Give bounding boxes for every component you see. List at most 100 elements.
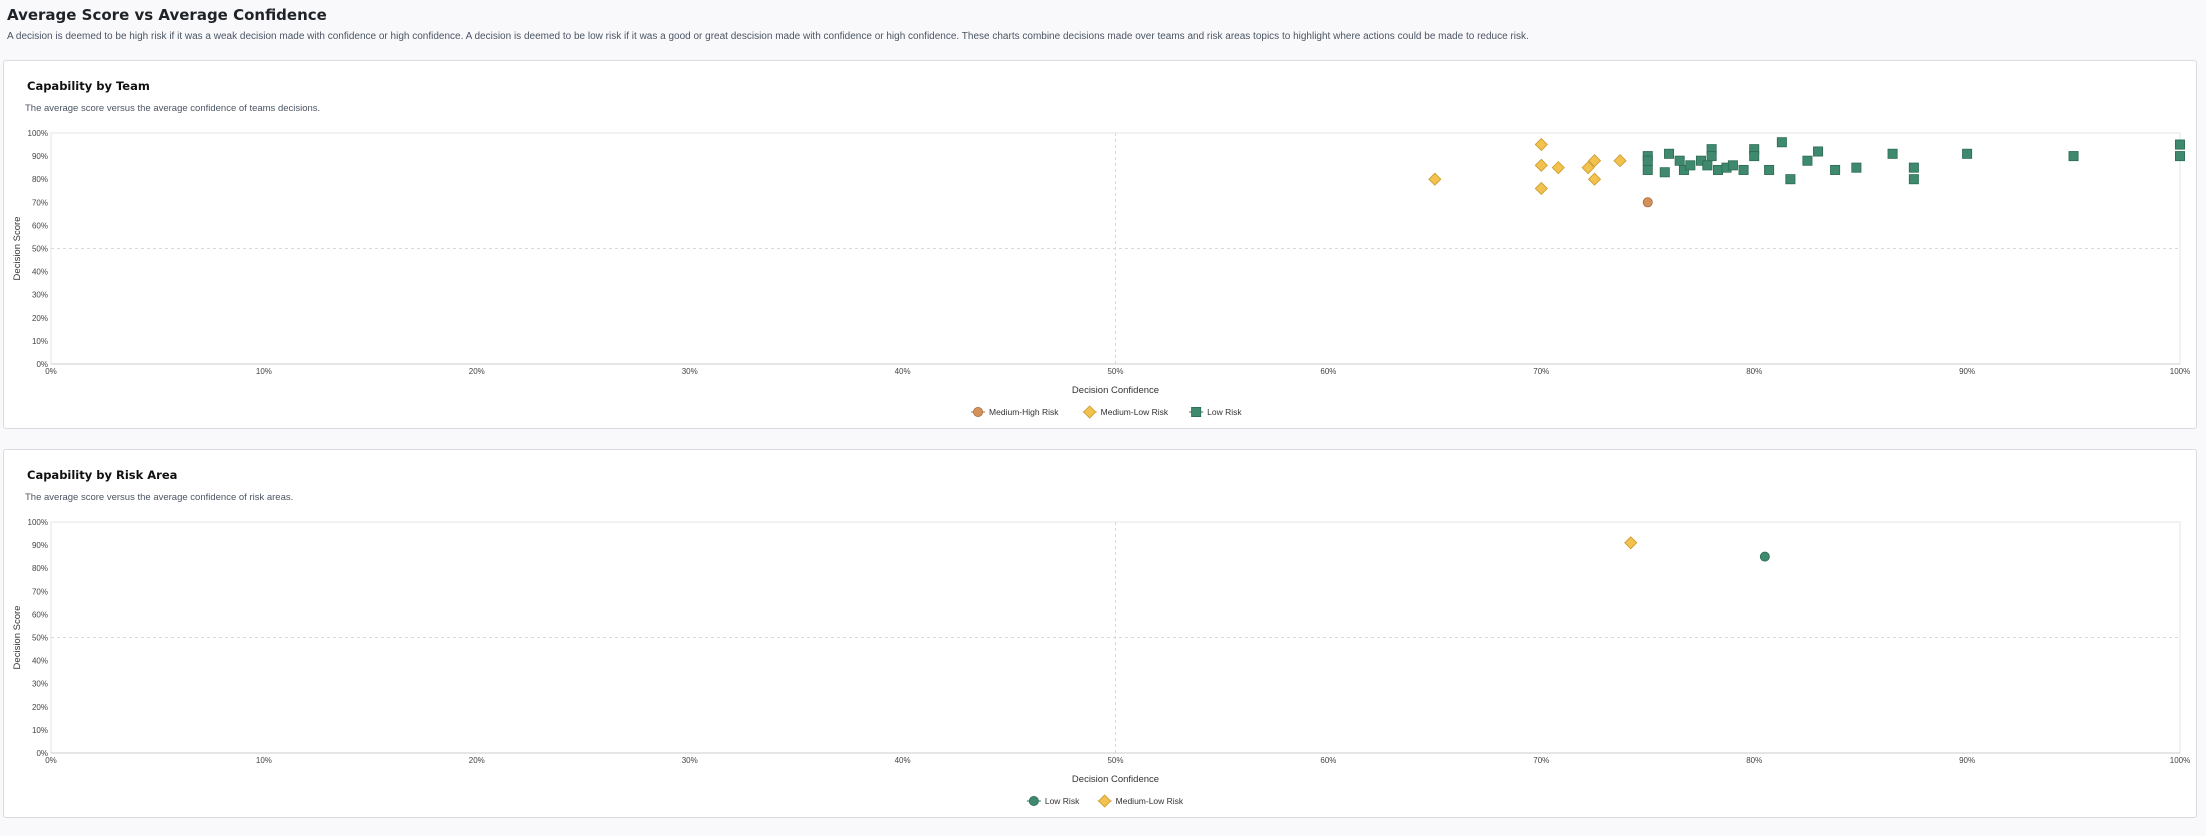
low-risk-point[interactable] — [1785, 174, 1796, 185]
y-tick-label: 100% — [28, 129, 48, 138]
low-risk-point[interactable] — [1962, 148, 1973, 159]
risk-area-capability-chart: 0% 10% 20% 30% 40% 50% 60% 70% 80% 90% 100% 0% 10% 20… — [12, 518, 2190, 808]
low-risk-point[interactable] — [1642, 155, 1653, 166]
low-risk-point[interactable] — [2068, 151, 2079, 162]
x-tick-label: 80% — [1746, 367, 1762, 376]
legend: Medium-High Risk Medium-Low Risk Low Risk — [971, 405, 1242, 419]
low-risk-point[interactable] — [2174, 151, 2185, 162]
y-tick-label: 80% — [32, 564, 48, 573]
x-tick-label: 0% — [45, 367, 57, 376]
legend-marker — [1191, 406, 1202, 417]
legend-label: Medium-Low Risk — [1101, 407, 1169, 417]
low-risk-point[interactable] — [1738, 164, 1749, 175]
legend-item-low-risk[interactable]: Low Risk — [1189, 406, 1242, 417]
page-title: Average Score vs Average Confidence — [7, 6, 327, 24]
y-tick-label: 70% — [32, 198, 48, 207]
card-title: Capability by Team — [27, 79, 150, 93]
y-tick-label: 0% — [36, 749, 48, 758]
low-risk-point[interactable] — [1764, 164, 1775, 175]
y-tick-label: 30% — [32, 680, 48, 689]
legend-item-low-risk[interactable]: Low Risk — [1026, 795, 1080, 806]
x-tick-label: 100% — [2170, 756, 2190, 765]
medium-low-risk-point[interactable] — [1581, 161, 1595, 175]
x-tick-label: 80% — [1746, 756, 1762, 765]
y-tick-label: 40% — [32, 268, 48, 277]
low-risk-point[interactable] — [1706, 151, 1717, 162]
page-description: A decision is deemed to be high risk if … — [7, 31, 1529, 42]
y-tick-label: 40% — [32, 657, 48, 666]
x-tick-label: 90% — [1959, 367, 1975, 376]
medium-low-risk-point[interactable] — [1428, 172, 1442, 186]
y-tick-label: 20% — [32, 703, 48, 712]
medium-high-risk-point[interactable] — [1642, 197, 1653, 208]
low-risk-point[interactable] — [1908, 174, 1919, 185]
card-title: Capability by Risk Area — [27, 468, 178, 482]
legend-marker — [1098, 794, 1112, 808]
legend-item-medium-low-risk[interactable]: Medium-Low Risk — [1097, 794, 1184, 808]
low-risk-point[interactable] — [1642, 164, 1653, 175]
risk-area-capability-card: Capability by Risk Area The average scor… — [3, 449, 2197, 818]
y-tick-label: 60% — [32, 221, 48, 230]
x-tick-label: 20% — [469, 367, 485, 376]
low-risk-point[interactable] — [1851, 162, 1862, 173]
x-tick-label: 10% — [256, 367, 272, 376]
low-risk-point[interactable] — [1659, 167, 1670, 178]
y-axis-label: Decision Score — [12, 217, 23, 281]
x-tick-label: 70% — [1533, 367, 1549, 376]
legend-marker — [1028, 795, 1039, 806]
x-tick-label: 50% — [1107, 756, 1123, 765]
low-risk-point[interactable] — [1713, 164, 1724, 175]
card-subtitle: The average score versus the average con… — [25, 103, 321, 114]
low-risk-point[interactable] — [1813, 146, 1824, 157]
low-risk-point[interactable] — [1702, 160, 1713, 171]
y-axis-label: Decision Score — [12, 606, 23, 670]
medium-low-risk-point[interactable] — [1534, 158, 1548, 172]
x-tick-label: 100% — [2170, 367, 2190, 376]
low-risk-point[interactable] — [1749, 151, 1760, 162]
x-tick-label: 30% — [682, 367, 698, 376]
y-tick-label: 50% — [32, 245, 48, 254]
medium-low-risk-point[interactable] — [1587, 172, 1602, 186]
x-tick-label: 60% — [1320, 367, 1336, 376]
x-tick-label: 50% — [1107, 367, 1123, 376]
low-risk-point[interactable] — [1830, 164, 1841, 175]
low-risk-point[interactable] — [1664, 148, 1675, 159]
medium-low-risk-point[interactable] — [1551, 161, 1565, 175]
low-risk-point[interactable] — [2174, 139, 2185, 150]
team-capability-chart: 0% 10% 20% 30% 40% 50% 60% 70% 80% 90% 100% 0% 10% 20… — [12, 129, 2190, 419]
medium-low-risk-point[interactable] — [1624, 536, 1638, 550]
medium-low-risk-point[interactable] — [1613, 154, 1627, 168]
y-tick-label: 90% — [32, 541, 48, 550]
low-risk-point[interactable] — [1727, 160, 1738, 171]
y-tick-label: 60% — [32, 610, 48, 619]
y-tick-label: 10% — [32, 726, 48, 735]
y-tick-label: 70% — [32, 587, 48, 596]
team-capability-card: Capability by Team The average score ver… — [3, 60, 2197, 429]
x-tick-label: 40% — [895, 756, 911, 765]
x-tick-label: 70% — [1533, 756, 1549, 765]
low-risk-point[interactable] — [1908, 162, 1919, 173]
x-tick-label: 40% — [895, 367, 911, 376]
x-tick-label: 30% — [682, 756, 698, 765]
low-risk-point[interactable] — [1887, 148, 1898, 159]
low-risk-point[interactable] — [1802, 155, 1813, 166]
x-tick-label: 20% — [469, 756, 485, 765]
medium-low-risk-point[interactable] — [1534, 181, 1548, 196]
legend-label: Medium-High Risk — [989, 407, 1059, 417]
legend-label: Low Risk — [1045, 796, 1080, 806]
y-tick-label: 0% — [36, 360, 48, 369]
legend-item-medium-low-risk[interactable]: Medium-Low Risk — [1082, 405, 1169, 419]
legend: Low Risk Medium-Low Risk — [1026, 794, 1184, 808]
medium-low-risk-point[interactable] — [1587, 154, 1602, 168]
low-risk-point[interactable] — [1776, 137, 1787, 148]
low-risk-point[interactable] — [1759, 551, 1770, 562]
low-risk-point[interactable] — [1674, 155, 1685, 166]
legend-item-medium-high-risk[interactable]: Medium-High Risk — [971, 406, 1059, 417]
x-tick-label: 10% — [256, 756, 272, 765]
data-points — [1624, 536, 1770, 562]
medium-low-risk-point[interactable] — [1534, 137, 1548, 152]
y-tick-label: 80% — [32, 175, 48, 184]
legend-label: Medium-Low Risk — [1116, 796, 1184, 806]
low-risk-point[interactable] — [1685, 160, 1696, 171]
card-subtitle: The average score versus the average con… — [25, 492, 294, 503]
